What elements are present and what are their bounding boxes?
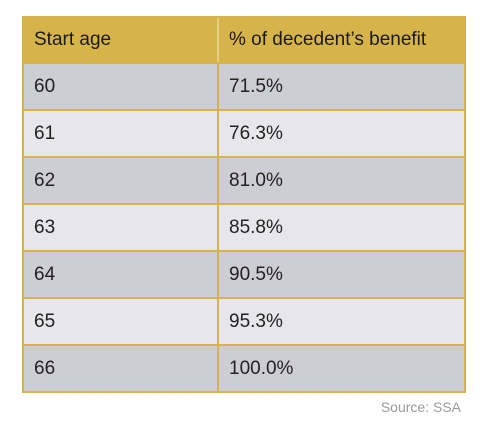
header-percent: % of decedent’s benefit bbox=[219, 18, 464, 62]
table-row: 61 76.3% bbox=[24, 111, 464, 156]
table-row: 60 71.5% bbox=[24, 64, 464, 109]
source-note: Source: SSA bbox=[380, 399, 461, 415]
cell-percent: 85.8% bbox=[219, 205, 464, 250]
table-row: 64 90.5% bbox=[24, 252, 464, 297]
header-row: Start age % of decedent’s benefit bbox=[24, 18, 464, 62]
cell-age: 61 bbox=[24, 111, 219, 156]
table: Start age % of decedent’s benefit 60 71.… bbox=[24, 16, 464, 393]
benefit-table: Start age % of decedent’s benefit 60 71.… bbox=[22, 16, 466, 393]
cell-percent: 90.5% bbox=[219, 252, 464, 297]
table-row: 66 100.0% bbox=[24, 346, 464, 391]
table-row: 65 95.3% bbox=[24, 299, 464, 344]
cell-percent: 81.0% bbox=[219, 158, 464, 203]
cell-age: 62 bbox=[24, 158, 219, 203]
header-start-age: Start age bbox=[24, 18, 219, 62]
cell-age: 63 bbox=[24, 205, 219, 250]
table-row: 63 85.8% bbox=[24, 205, 464, 250]
table-row: 62 81.0% bbox=[24, 158, 464, 203]
cell-percent: 95.3% bbox=[219, 299, 464, 344]
cell-percent: 100.0% bbox=[219, 346, 464, 391]
cell-age: 66 bbox=[24, 346, 219, 391]
cell-age: 65 bbox=[24, 299, 219, 344]
cell-age: 60 bbox=[24, 64, 219, 109]
cell-percent: 76.3% bbox=[219, 111, 464, 156]
cell-percent: 71.5% bbox=[219, 64, 464, 109]
cell-age: 64 bbox=[24, 252, 219, 297]
